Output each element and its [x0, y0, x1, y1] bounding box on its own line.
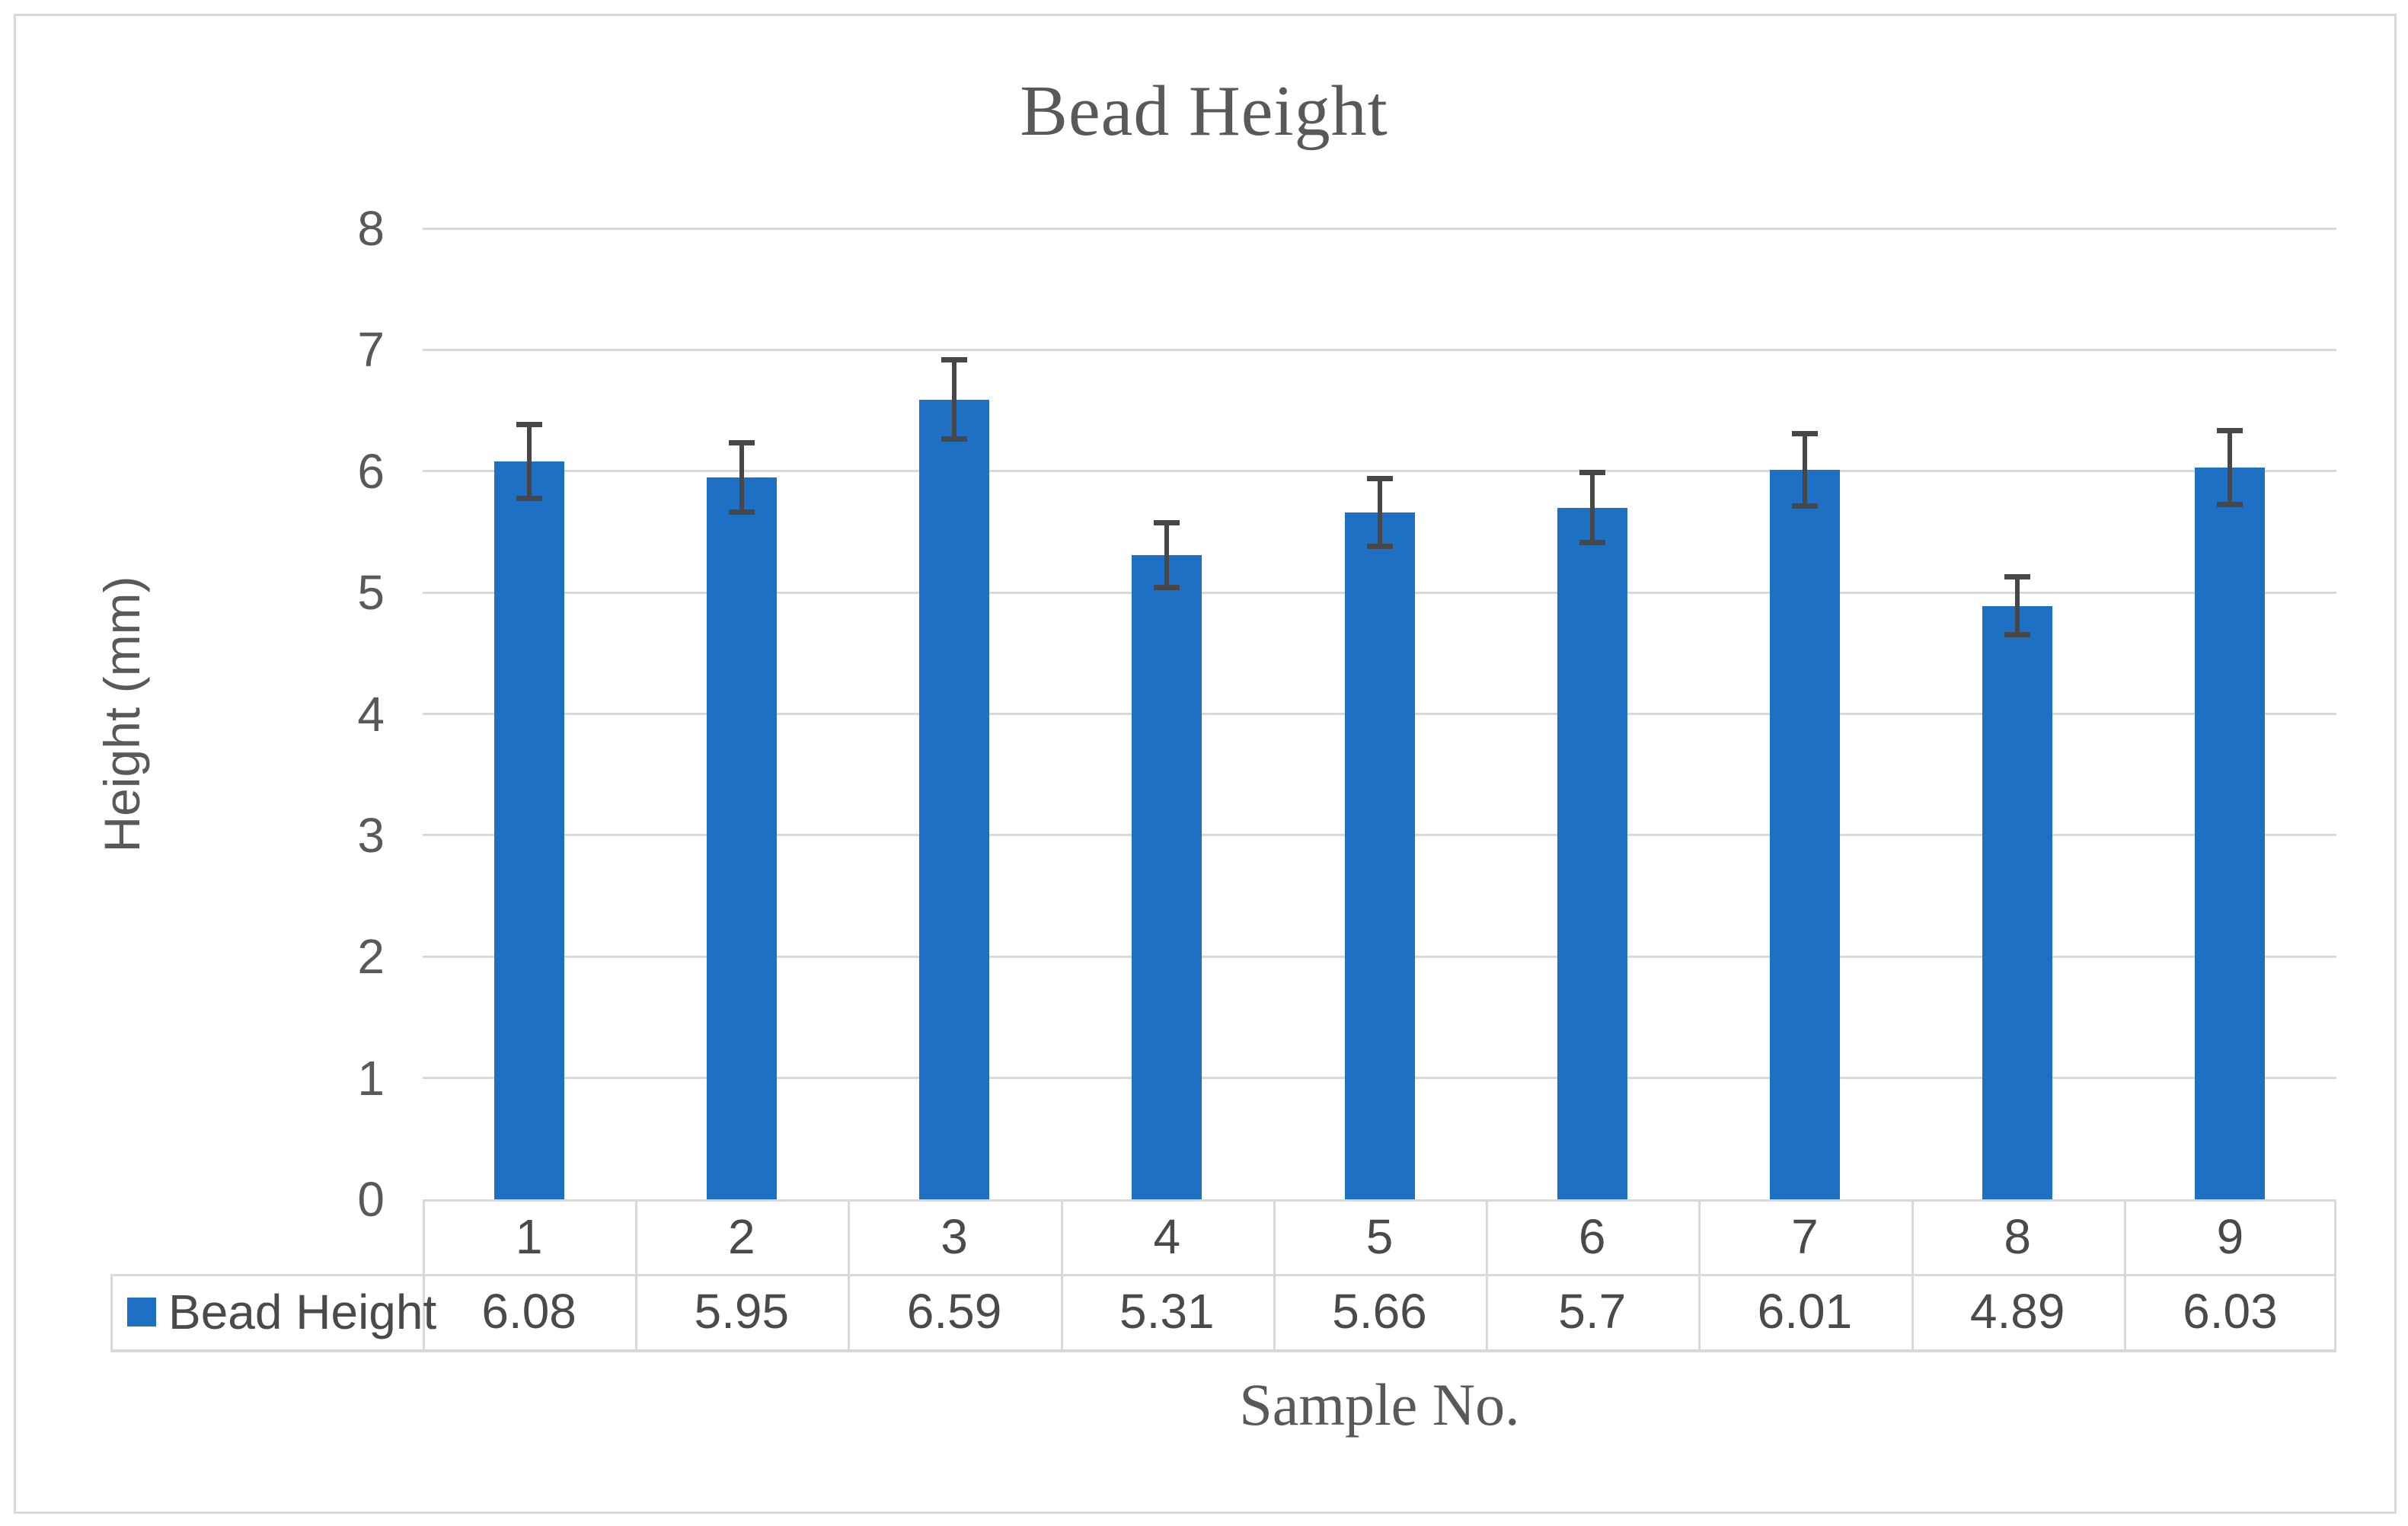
bar: [1344, 512, 1415, 1199]
error-bar-cap-top: [728, 439, 755, 445]
value-cell: 4.89: [1969, 1284, 2065, 1339]
bar: [919, 399, 990, 1199]
category-cell: 3: [941, 1209, 968, 1264]
table-border-vertical: [848, 1199, 851, 1274]
error-bar: [1589, 472, 1595, 543]
error-bar: [1802, 433, 1807, 506]
table-border-vertical: [110, 1274, 113, 1349]
table-border-vertical: [2123, 1199, 2126, 1274]
error-bar-cap-top: [1579, 470, 1605, 476]
legend-key-cell: Bead Height: [110, 1274, 436, 1349]
y-tick-label: 5: [357, 565, 385, 621]
value-cell: 5.31: [1119, 1284, 1215, 1339]
gridline: [423, 470, 2336, 473]
y-tick-label: 3: [357, 807, 385, 863]
value-cell: 5.66: [1332, 1284, 1427, 1339]
bar: [1557, 507, 1627, 1199]
table-border-vertical: [1273, 1274, 1276, 1349]
error-bar-cap-top: [2004, 574, 2031, 580]
table-border-vertical: [1698, 1274, 1701, 1349]
error-bar-cap-top: [941, 357, 968, 363]
error-bar-cap-bottom: [2004, 631, 2031, 637]
table-border-vertical: [635, 1199, 638, 1274]
error-bar-cap-bottom: [516, 496, 542, 502]
error-bar-cap-top: [1791, 431, 1818, 437]
table-border-middle: [110, 1274, 2336, 1276]
error-bar-cap-bottom: [2217, 502, 2244, 508]
error-bar: [526, 423, 532, 500]
value-cell: 5.7: [1558, 1284, 1627, 1339]
error-bar-cap-bottom: [1154, 584, 1180, 590]
table-border-vertical: [1698, 1199, 1701, 1274]
bar: [706, 477, 777, 1199]
table-border-vertical: [2334, 1274, 2336, 1349]
table-border-vertical: [1060, 1274, 1063, 1349]
category-cell: 9: [2216, 1209, 2244, 1264]
value-cell: 6.01: [1757, 1284, 1853, 1339]
bar: [1132, 554, 1202, 1199]
error-bar: [2228, 429, 2233, 506]
x-axis-title: Sample No.: [1239, 1371, 1520, 1438]
error-bar-cap-bottom: [1579, 539, 1605, 545]
error-bar-cap-bottom: [1791, 503, 1818, 509]
table-border-vertical: [1911, 1199, 1914, 1274]
error-bar: [739, 442, 744, 512]
error-bar-cap-bottom: [941, 436, 968, 442]
table-border-vertical: [1911, 1274, 1914, 1349]
category-cell: 7: [1791, 1209, 1819, 1264]
y-tick-label: 2: [357, 929, 385, 985]
table-border-bottom: [110, 1349, 2336, 1352]
bar: [1769, 470, 1840, 1199]
legend-series-label: Bead Height: [168, 1284, 437, 1339]
y-axis-title-text: Height (mm): [94, 576, 150, 853]
value-cell: 6.08: [481, 1284, 576, 1339]
table-border-vertical: [1060, 1199, 1063, 1274]
error-bar: [1377, 478, 1382, 547]
error-bar-cap-bottom: [728, 509, 755, 515]
legend-swatch: [127, 1297, 156, 1326]
error-bar: [1164, 522, 1170, 588]
category-cell: 2: [728, 1209, 755, 1264]
category-cell: 6: [1578, 1209, 1606, 1264]
gridline: [423, 348, 2336, 351]
value-cell: 5.95: [694, 1284, 790, 1339]
y-tick-label: 6: [357, 443, 385, 499]
table-border-vertical: [1486, 1274, 1489, 1349]
error-bar-cap-bottom: [1366, 543, 1393, 549]
y-tick-label: 1: [357, 1050, 385, 1106]
error-bar: [952, 359, 957, 440]
category-cell: 5: [1365, 1209, 1394, 1264]
value-cell: 6.59: [906, 1284, 1002, 1339]
y-tick-label: 7: [357, 322, 385, 378]
chart-title: Bead Height: [1020, 72, 1388, 151]
error-bar-cap-top: [2217, 427, 2244, 433]
table-border-top: [423, 1199, 2336, 1202]
value-cell: 6.03: [2183, 1284, 2278, 1339]
error-bar-cap-top: [1154, 519, 1180, 525]
table-border-vertical: [848, 1274, 851, 1349]
bar: [493, 461, 564, 1199]
y-tick-label: 8: [357, 201, 385, 256]
category-cell: 4: [1153, 1209, 1181, 1264]
error-bar: [2015, 576, 2020, 635]
category-cell: 1: [515, 1209, 543, 1264]
y-tick-label: 0: [357, 1172, 385, 1227]
error-bar-cap-top: [1366, 476, 1393, 482]
table-border-vertical: [2334, 1199, 2336, 1274]
table-border-vertical: [2123, 1274, 2126, 1349]
table-border-vertical: [635, 1274, 638, 1349]
bar: [1982, 605, 2053, 1199]
table-border-vertical: [423, 1274, 425, 1349]
gridline: [423, 227, 2336, 230]
table-border-vertical: [423, 1199, 425, 1274]
table-border-vertical: [1273, 1199, 1276, 1274]
y-tick-label: 4: [357, 686, 385, 742]
table-border-vertical: [1486, 1199, 1489, 1274]
bar: [2195, 467, 2266, 1199]
category-cell: 8: [2004, 1209, 2031, 1264]
error-bar-cap-top: [516, 421, 542, 427]
